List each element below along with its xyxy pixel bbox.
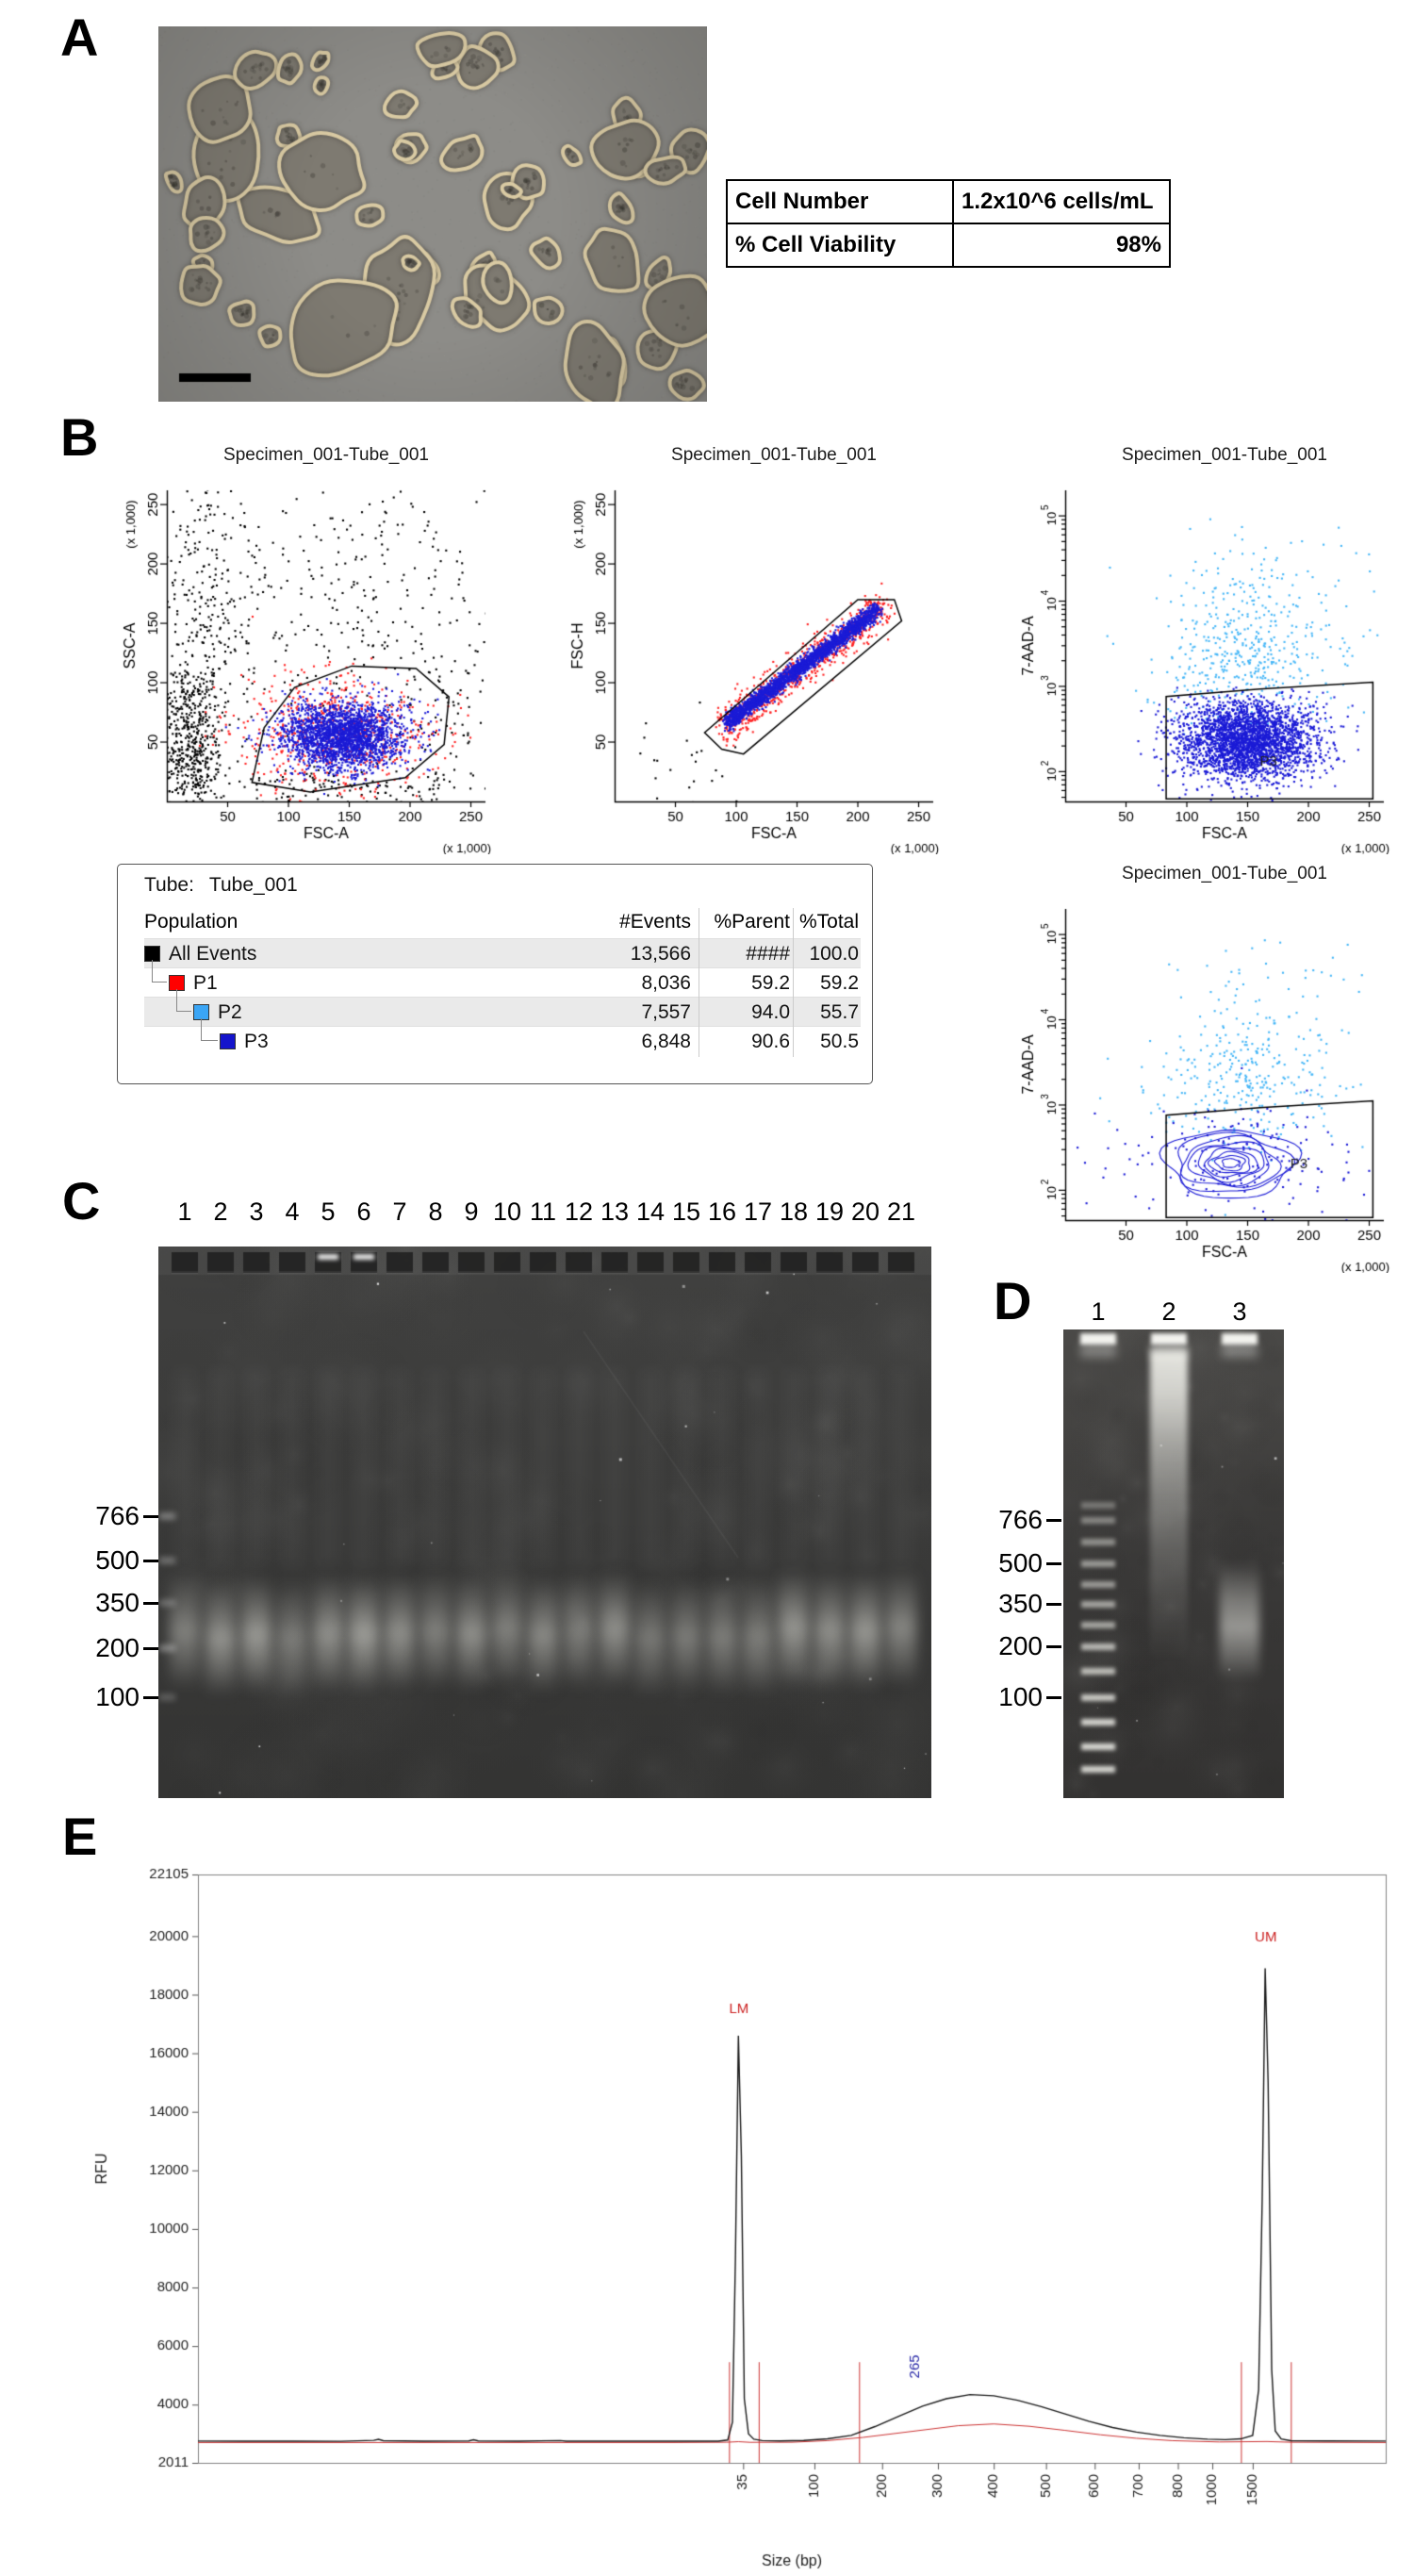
population-name: All Events — [169, 943, 257, 965]
gel-image-21-lanes — [158, 1247, 931, 1798]
lane-number: 3 — [249, 1197, 264, 1226]
population-name: P2 — [218, 1001, 242, 1023]
tree-connector — [176, 989, 191, 1012]
size-marker-dash — [1046, 1696, 1061, 1699]
population-row-p3: P3 6,848 90.6 50.5 — [144, 1018, 861, 1055]
tube-line: Tube: Tube_001 — [144, 874, 298, 897]
tube-label: Tube: — [144, 874, 194, 896]
gel-image-3-lanes — [1063, 1329, 1284, 1798]
lane-number: 6 — [356, 1197, 371, 1226]
size-marker-label: 500 — [998, 1548, 1043, 1577]
panel-d-label: D — [994, 1271, 1032, 1330]
panel-c-label: C — [62, 1171, 101, 1230]
lane-number: 5 — [321, 1197, 336, 1226]
table-row: % Cell Viability 98% — [726, 223, 1171, 268]
flow-scatter-7aad-fsc-canvas — [978, 441, 1403, 854]
population-name: P3 — [244, 1031, 269, 1052]
lane-number: 21 — [886, 1197, 916, 1226]
population-name: P1 — [193, 972, 218, 994]
lane-number: 1 — [1091, 1297, 1106, 1326]
size-marker-label: 766 — [95, 1501, 140, 1530]
column-divider — [793, 908, 794, 1057]
size-marker-dash — [1046, 1519, 1061, 1522]
lane-number: 10 — [492, 1197, 522, 1226]
size-marker-dash — [143, 1515, 158, 1518]
size-marker-dash — [1046, 1645, 1061, 1648]
flow-scatter-ssc-fsc-canvas — [80, 441, 504, 854]
lane-number: 4 — [285, 1197, 300, 1226]
lane-number: 19 — [814, 1197, 845, 1226]
micrograph-image — [158, 26, 707, 402]
lane-number: 2 — [213, 1197, 228, 1226]
size-marker-label: 200 — [998, 1631, 1043, 1660]
lane-number: 13 — [600, 1197, 630, 1226]
lane-number: 18 — [779, 1197, 809, 1226]
lane-number: 7 — [392, 1197, 407, 1226]
panel-a-label: A — [60, 8, 99, 67]
population-parent-pct: #### — [746, 943, 790, 965]
col-total: %Total — [798, 911, 859, 933]
col-events: #Events — [619, 911, 691, 933]
population-stats-box: Tube: Tube_001 Population #Events %Parent… — [117, 864, 873, 1084]
lane-number: 11 — [529, 1197, 557, 1226]
population-total-pct: 55.7 — [820, 1001, 859, 1023]
population-parent-pct: 94.0 — [751, 1001, 790, 1023]
population-swatch — [220, 1033, 236, 1049]
population-row-p2: P2 7,557 94.0 55.7 — [144, 989, 861, 1026]
viability-label: % Cell Viability — [726, 223, 954, 268]
tree-connector — [152, 960, 167, 983]
lane-number: 12 — [564, 1197, 594, 1226]
size-marker-dash — [143, 1647, 158, 1650]
electropherogram-canvas — [71, 1846, 1409, 2576]
size-marker-label: 350 — [998, 1589, 1043, 1618]
lane-number: 20 — [850, 1197, 880, 1226]
tree-connector — [201, 1018, 218, 1041]
population-events: 6,848 — [641, 1031, 691, 1052]
lane-number: 16 — [707, 1197, 737, 1226]
population-parent-pct: 90.6 — [751, 1031, 790, 1052]
population-row-p1: P1 8,036 59.2 59.2 — [144, 960, 861, 997]
population-events: 13,566 — [630, 943, 691, 965]
lane-number: 8 — [428, 1197, 443, 1226]
size-marker-dash — [143, 1560, 158, 1562]
viability-value: 98% — [952, 223, 1171, 268]
table-row: Cell Number 1.2x10^6 cells/mL — [726, 179, 1171, 224]
size-marker-dash — [143, 1696, 158, 1699]
population-total-pct: 100.0 — [809, 943, 859, 965]
size-marker-label: 200 — [95, 1633, 140, 1662]
size-marker-label: 350 — [95, 1588, 140, 1617]
cell-stats-table: Cell Number 1.2x10^6 cells/mL % Cell Via… — [726, 179, 1171, 268]
lane-number: 14 — [635, 1197, 666, 1226]
population-row-all-events: All Events 13,566 #### 100.0 — [144, 938, 861, 967]
population-table-header: Population #Events %Parent %Total — [144, 908, 861, 936]
size-marker-dash — [1046, 1562, 1061, 1565]
tube-name: Tube_001 — [208, 874, 298, 896]
size-marker-dash — [143, 1602, 158, 1605]
population-events: 7,557 — [641, 1001, 691, 1023]
size-marker-label: 100 — [95, 1682, 140, 1711]
population-total-pct: 50.5 — [820, 1031, 859, 1052]
size-marker-label: 500 — [95, 1545, 140, 1575]
population-table-body: All Events 13,566 #### 100.0 P1 8,036 59.2 59.2… — [144, 938, 861, 1055]
col-population: Population — [144, 911, 238, 933]
cell-number-value: 1.2x10^6 cells/mL — [952, 179, 1171, 224]
size-marker-dash — [1046, 1603, 1061, 1606]
size-marker-label: 100 — [998, 1682, 1043, 1711]
col-parent: %Parent — [714, 911, 790, 933]
lane-number: 3 — [1232, 1297, 1247, 1326]
population-parent-pct: 59.2 — [751, 972, 790, 994]
lane-number: 17 — [743, 1197, 773, 1226]
population-total-pct: 59.2 — [820, 972, 859, 994]
cell-number-label: Cell Number — [726, 179, 954, 224]
lane-number: 2 — [1161, 1297, 1176, 1326]
flow-contour-7aad-fsc-canvas — [978, 860, 1403, 1273]
lane-number: 1 — [177, 1197, 192, 1226]
size-marker-label: 766 — [998, 1505, 1043, 1534]
flow-scatter-fsch-fsc-canvas — [528, 441, 952, 854]
population-events: 8,036 — [641, 972, 691, 994]
lane-number: 15 — [671, 1197, 701, 1226]
lane-number: 9 — [464, 1197, 479, 1226]
